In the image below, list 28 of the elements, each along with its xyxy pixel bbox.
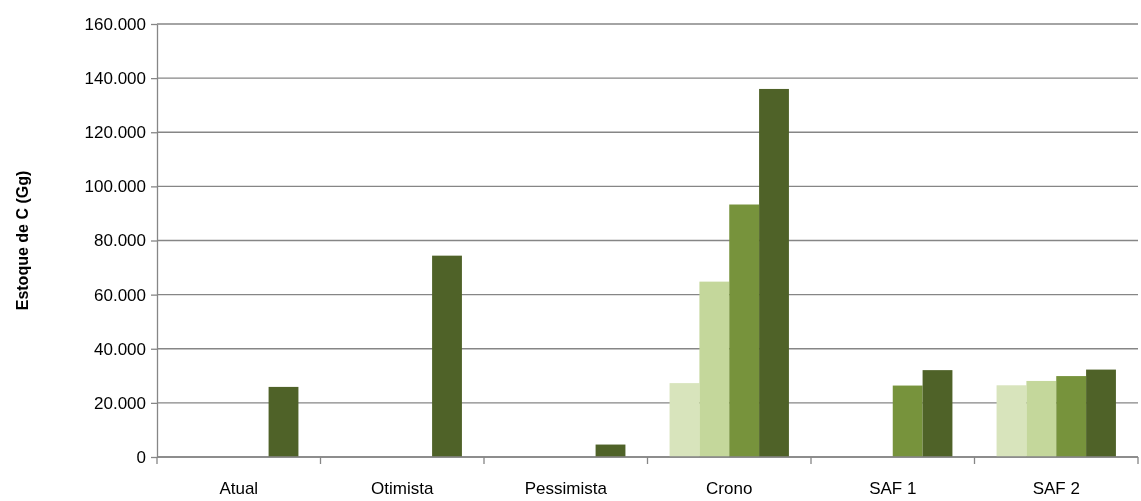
y-tick-label: 20.000 bbox=[94, 393, 146, 413]
bar bbox=[759, 88, 789, 457]
x-tick-label: Pessimista bbox=[524, 479, 608, 498]
y-tick-label: 100.000 bbox=[84, 177, 146, 197]
y-tick-label: 140.000 bbox=[84, 69, 146, 89]
x-tick-label: Crono bbox=[706, 479, 753, 498]
y-tick-label: 60.000 bbox=[94, 285, 146, 305]
bar bbox=[1086, 369, 1116, 457]
x-tick-label: SAF 1 bbox=[869, 479, 917, 498]
x-tick-label: SAF 2 bbox=[1032, 479, 1080, 498]
bar bbox=[922, 370, 953, 457]
bar bbox=[669, 383, 700, 457]
bar bbox=[729, 204, 760, 457]
bar bbox=[1026, 380, 1057, 457]
y-tick-label: 80.000 bbox=[94, 231, 146, 251]
y-tick-label: 0 bbox=[136, 447, 146, 467]
bar bbox=[268, 386, 299, 457]
bar bbox=[1056, 376, 1087, 457]
bar bbox=[996, 385, 1027, 457]
y-tick-label: 120.000 bbox=[84, 123, 146, 143]
bar bbox=[699, 281, 730, 457]
y-tick-label: 40.000 bbox=[94, 339, 146, 359]
y-axis-title: Estoque de C (Gg) bbox=[14, 170, 31, 311]
x-tick-label: Atual bbox=[219, 479, 259, 498]
y-tick-label: 160.000 bbox=[84, 14, 146, 34]
bar bbox=[432, 255, 462, 457]
bar bbox=[892, 385, 923, 457]
x-tick-label: Otimista bbox=[371, 479, 434, 498]
